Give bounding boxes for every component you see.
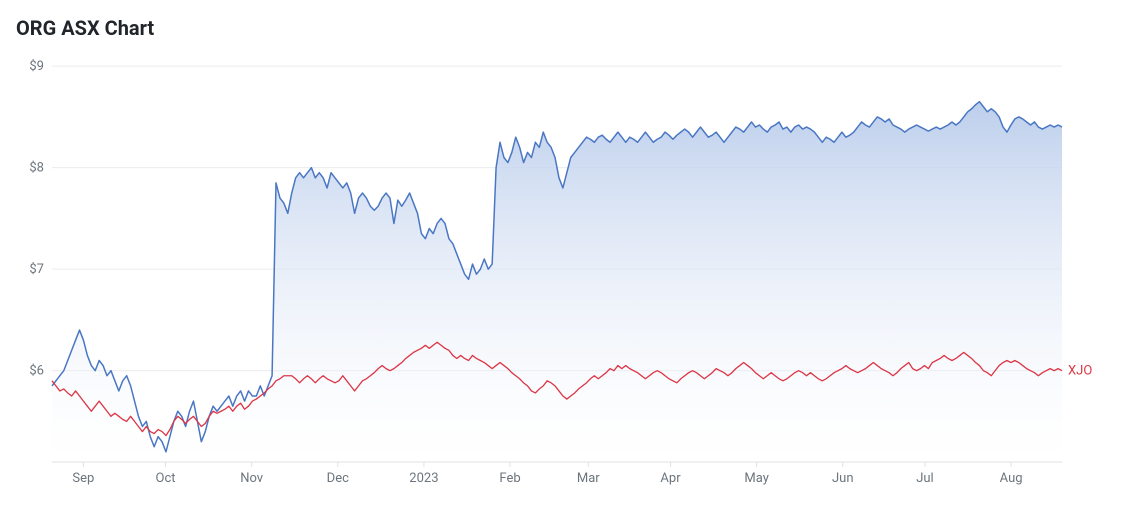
x-tick-label: Sep <box>72 471 94 486</box>
x-tick-label: Oct <box>156 471 176 486</box>
x-tick-label: May <box>744 471 768 486</box>
x-tick-label: Nov <box>240 471 264 486</box>
price-chart: $6 $7 $8 $9 XJO Sep Oct Nov Dec 2023 Feb Mar Apr May J… <box>16 52 1112 492</box>
chart-svg: $6 $7 $8 $9 XJO Sep Oct Nov Dec 2023 Feb Mar Apr May J… <box>16 52 1112 492</box>
y-tick-label: $6 <box>29 364 44 379</box>
series-label-XJO: XJO <box>1068 364 1092 379</box>
x-tick-label: Aug <box>1000 471 1023 486</box>
chart-title: ORG ASX Chart <box>16 16 1112 40</box>
y-tick-label: $9 <box>29 59 44 74</box>
x-tick-label: Apr <box>660 471 681 486</box>
x-tick-label: Jun <box>832 471 854 486</box>
x-tick-label: Jul <box>916 471 934 486</box>
x-tick-label: Feb <box>499 471 520 486</box>
y-tick-label: $7 <box>29 262 44 277</box>
area-fill-ORG <box>52 102 1062 462</box>
x-tick-label: Dec <box>327 471 349 486</box>
y-tick-label: $8 <box>29 161 44 176</box>
x-tick-label: 2023 <box>409 471 438 486</box>
x-tick-label: Mar <box>577 471 600 486</box>
